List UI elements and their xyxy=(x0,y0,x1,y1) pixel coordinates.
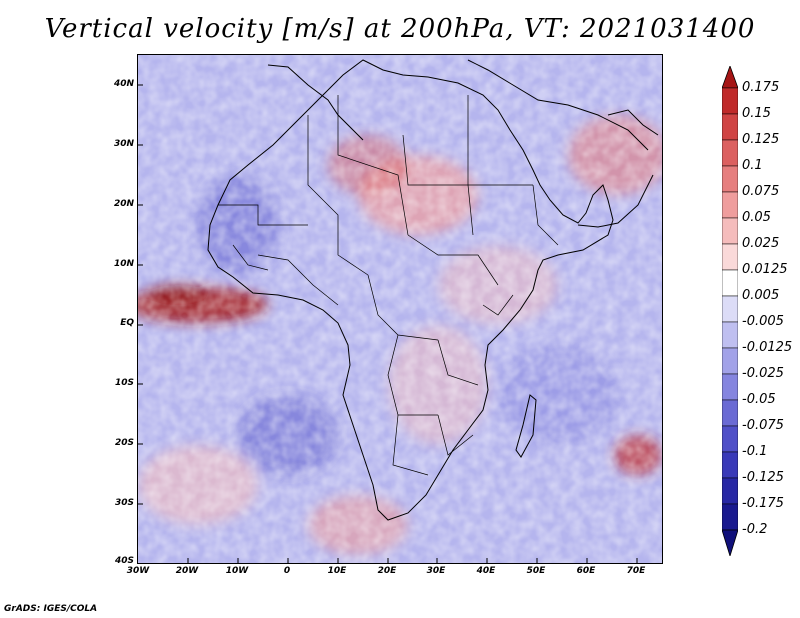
colorbar-label-2: 0.15 xyxy=(742,106,771,121)
colorbar-segment-14 xyxy=(722,425,738,453)
colorbar-segment-4 xyxy=(722,165,738,193)
colorbar-label-13: -0.05 xyxy=(742,392,776,407)
lon-label-70e: 70E xyxy=(626,566,646,576)
colorbar-segment-6 xyxy=(722,217,738,245)
colorbar-segment-1 xyxy=(722,87,738,115)
lat-label-20n: 20N xyxy=(113,199,134,209)
colorbar-segment-10 xyxy=(722,321,738,349)
lat-label-10s: 10S xyxy=(114,378,134,388)
colorbar-segment-16 xyxy=(722,477,738,505)
colorbar-label-8: 0.0125 xyxy=(742,262,788,277)
colorbar-label-18: -0.2 xyxy=(742,522,768,537)
colorbar-segment-12 xyxy=(722,373,738,401)
colorbar-label-12: -0.025 xyxy=(742,366,784,381)
lat-label-10n: 10N xyxy=(113,259,134,269)
map-title: Vertical velocity [m/s] at 200hPa, VT: 2… xyxy=(44,14,756,44)
lon-label-40e: 40E xyxy=(476,566,496,576)
lon-label-60e: 60E xyxy=(576,566,596,576)
grid-ticks xyxy=(138,84,638,563)
country-borders xyxy=(218,95,559,476)
lon-label-50e: 50E xyxy=(526,566,546,576)
colorbar-top-arrow xyxy=(722,66,738,89)
texture-overlay xyxy=(138,55,662,563)
lon-label-10e: 10E xyxy=(327,566,347,576)
colorbar-segment-2 xyxy=(722,113,738,141)
lon-label-10w: 10W xyxy=(225,566,249,576)
lon-label-20w: 20W xyxy=(175,566,199,576)
colorbar-segment-8 xyxy=(722,269,738,297)
colorbar-label-11: -0.0125 xyxy=(742,340,793,355)
colorbar-segment-7 xyxy=(722,243,738,271)
lon-label-20e: 20E xyxy=(377,566,397,576)
lon-label-30e: 30E xyxy=(426,566,446,576)
colorbar-segment-13 xyxy=(722,399,738,427)
grads-credit: GrADS: IGES/COLA xyxy=(4,604,98,614)
colorbar-label-16: -0.125 xyxy=(742,470,784,485)
colorbar-segment-17 xyxy=(722,503,738,531)
colorbar-label-4: 0.1 xyxy=(742,158,763,173)
colorbar-label-9: 0.005 xyxy=(742,288,780,303)
colorbar-label-14: -0.075 xyxy=(742,418,784,433)
lat-label-20s: 20S xyxy=(114,438,134,448)
colorbar xyxy=(722,66,738,556)
lat-label-30n: 30N xyxy=(113,139,134,149)
lat-label-30s: 30S xyxy=(114,498,134,508)
colorbar-label-7: 0.025 xyxy=(742,236,780,251)
colorbar-bottom-arrow xyxy=(722,529,738,556)
colorbar-label-1: 0.175 xyxy=(742,80,780,95)
lon-label-0: 0 xyxy=(283,566,291,576)
colorbar-segment-11 xyxy=(722,347,738,375)
colorbar-label-17: -0.175 xyxy=(742,496,784,511)
colorbar-label-5: 0.075 xyxy=(742,184,780,199)
lon-label-30w: 30W xyxy=(126,566,150,576)
lat-label-40s: 40S xyxy=(114,556,134,566)
colorbar-segment-5 xyxy=(722,191,738,219)
colorbar-label-15: -0.1 xyxy=(742,444,768,459)
colorbar-segment-3 xyxy=(722,139,738,167)
lat-label-40n: 40N xyxy=(113,79,134,89)
velocity-map[interactable] xyxy=(137,54,663,564)
colorbar-segment-15 xyxy=(722,451,738,479)
coastlines xyxy=(207,59,659,521)
colorbar-label-6: 0.05 xyxy=(742,210,771,225)
colorbar-segment-9 xyxy=(722,295,738,323)
lat-label-eq: EQ xyxy=(120,318,134,328)
colorbar-label-10: -0.005 xyxy=(742,314,784,329)
colorbar-label-3: 0.125 xyxy=(742,132,780,147)
